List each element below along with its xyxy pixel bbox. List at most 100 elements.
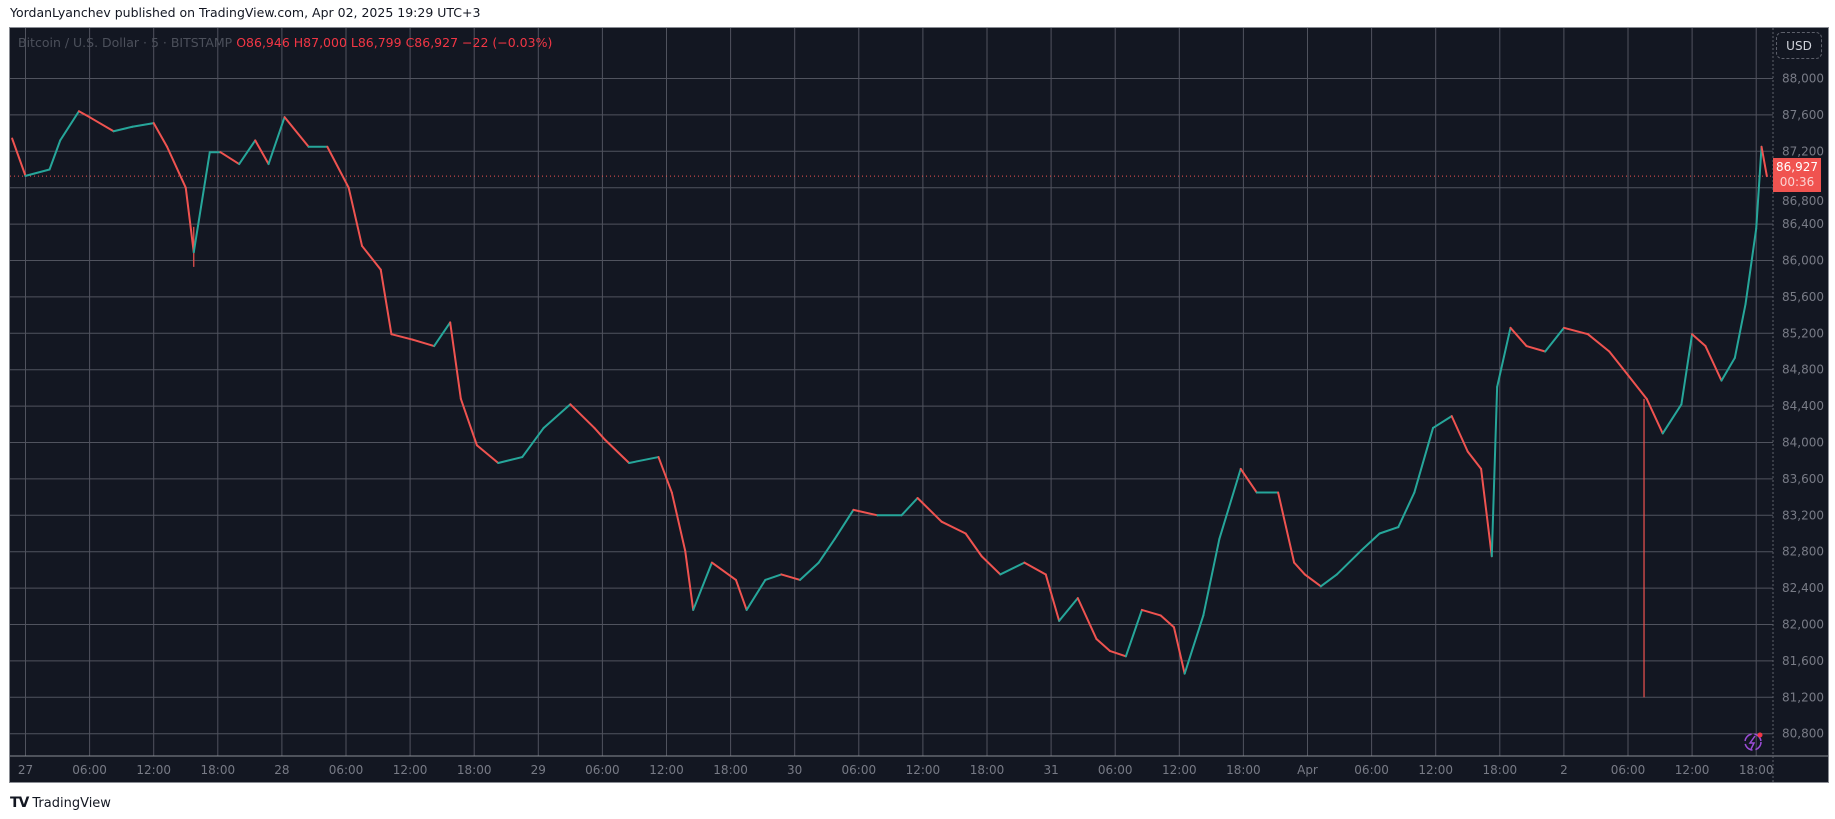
price-segment: [1378, 526, 1400, 535]
price-segment: [1720, 356, 1736, 382]
price-segment: [1140, 608, 1162, 617]
price-segment: [475, 444, 500, 464]
y-tick-label: 80,800: [1782, 727, 1824, 741]
price-segment: [1490, 385, 1499, 558]
price-segment: [1466, 450, 1483, 470]
price-segment: [1303, 573, 1322, 588]
price-segment: [1277, 491, 1296, 564]
price-segment: [1509, 326, 1528, 348]
x-tick-label: 12:00: [1162, 763, 1197, 777]
price-segment: [1496, 326, 1512, 388]
price-segment: [1525, 345, 1547, 353]
price-segment: [59, 110, 80, 142]
x-tick-label: 18:00: [970, 763, 1005, 777]
y-tick-label: 85,200: [1782, 326, 1824, 340]
price-segment: [916, 497, 943, 523]
price-segment: [88, 116, 115, 133]
legend-high: H87,000: [293, 35, 347, 50]
price-segment: [833, 508, 855, 540]
price-segment: [900, 497, 919, 517]
price-segment: [238, 139, 257, 166]
bar-countdown: 00:36: [1779, 175, 1815, 189]
y-tick-label: 81,600: [1782, 654, 1824, 668]
y-tick-label: 86,800: [1782, 194, 1824, 208]
price-segment: [1202, 537, 1221, 617]
currency-button[interactable]: USD: [1776, 32, 1822, 59]
price-segment: [411, 338, 436, 348]
price-segment: [347, 186, 364, 247]
x-tick-label: 18:00: [457, 763, 492, 777]
x-tick-label: 27: [18, 763, 33, 777]
price-segment: [1627, 374, 1648, 400]
legend-change: −22 (−0.03%): [462, 35, 553, 50]
price-segment: [1562, 326, 1589, 336]
x-tick-label: Apr: [1297, 763, 1318, 777]
price-segment: [192, 151, 211, 254]
x-tick-label: 12:00: [906, 763, 941, 777]
y-tick-label: 82,800: [1782, 545, 1824, 559]
legend-close: C86,927: [405, 35, 459, 50]
price-segment: [1608, 350, 1629, 377]
price-segment: [1319, 573, 1338, 588]
x-tick-label: 06:00: [329, 763, 364, 777]
price-segment: [1218, 467, 1242, 540]
y-tick-label: 87,600: [1782, 108, 1824, 122]
x-tick-label: 29: [531, 763, 546, 777]
price-segment: [1108, 649, 1127, 658]
price-segment: [657, 456, 673, 494]
price-segment: [980, 555, 1002, 576]
x-tick-label: 06:00: [1354, 763, 1389, 777]
footer-brand[interactable]: TV TradingView: [10, 795, 111, 811]
price-segment: [1172, 626, 1186, 675]
legend-low: L86,799: [350, 35, 402, 50]
price-segment: [459, 397, 478, 447]
price-segment: [1680, 333, 1694, 406]
price-segment: [1159, 614, 1175, 629]
y-tick-label: 83,600: [1782, 472, 1824, 486]
price-segment: [940, 520, 967, 535]
chart-frame[interactable]: [9, 27, 1829, 783]
price-segment: [670, 491, 687, 552]
price-segment: [1755, 145, 1763, 230]
price-segment: [1661, 403, 1683, 435]
price-segment: [1413, 426, 1435, 494]
x-tick-label: 12:00: [1418, 763, 1453, 777]
x-tick-label: 12:00: [136, 763, 171, 777]
x-tick-label: 06:00: [1611, 763, 1646, 777]
price-segment: [684, 549, 695, 611]
price-segment: [1744, 227, 1758, 306]
legend-open: O86,946: [236, 35, 290, 50]
price-segment: [1095, 638, 1111, 652]
y-tick-label: 86,000: [1782, 254, 1824, 268]
symbol-legend: Bitcoin / U.S. Dollar · 5 · BITSTAMP O86…: [18, 35, 552, 50]
x-tick-label: 31: [1043, 763, 1058, 777]
x-tick-label: 06:00: [842, 763, 877, 777]
x-tick-label: 18:00: [713, 763, 748, 777]
price-segment: [593, 426, 607, 441]
price-segment: [267, 116, 286, 166]
x-tick-label: 12:00: [1675, 763, 1710, 777]
price-segment: [1544, 326, 1565, 353]
price-segment: [1023, 561, 1047, 576]
price-segment: [604, 438, 631, 464]
price-segment: [745, 578, 767, 611]
y-tick-label: 81,200: [1782, 690, 1824, 704]
price-segment: [1397, 491, 1416, 529]
price-segment: [449, 321, 462, 400]
price-segment: [1044, 573, 1061, 622]
price-segment: [1586, 333, 1611, 353]
price-segment: [1335, 549, 1362, 576]
y-tick-label: 82,000: [1782, 618, 1824, 632]
price-segment: [710, 561, 737, 581]
price-segment: [799, 561, 820, 581]
y-tick-label: 88,000: [1782, 72, 1824, 86]
x-tick-label: 30: [787, 763, 802, 777]
legend-symbol[interactable]: Bitcoin / U.S. Dollar · 5 · BITSTAMP: [18, 35, 233, 50]
lightning-alert-icon[interactable]: [1744, 732, 1763, 751]
x-tick-label: 28: [274, 763, 289, 777]
last-price-value: 86,927: [1776, 160, 1818, 174]
price-segment: [390, 333, 414, 341]
price-segment: [1480, 467, 1493, 558]
price-segment: [1645, 397, 1664, 435]
